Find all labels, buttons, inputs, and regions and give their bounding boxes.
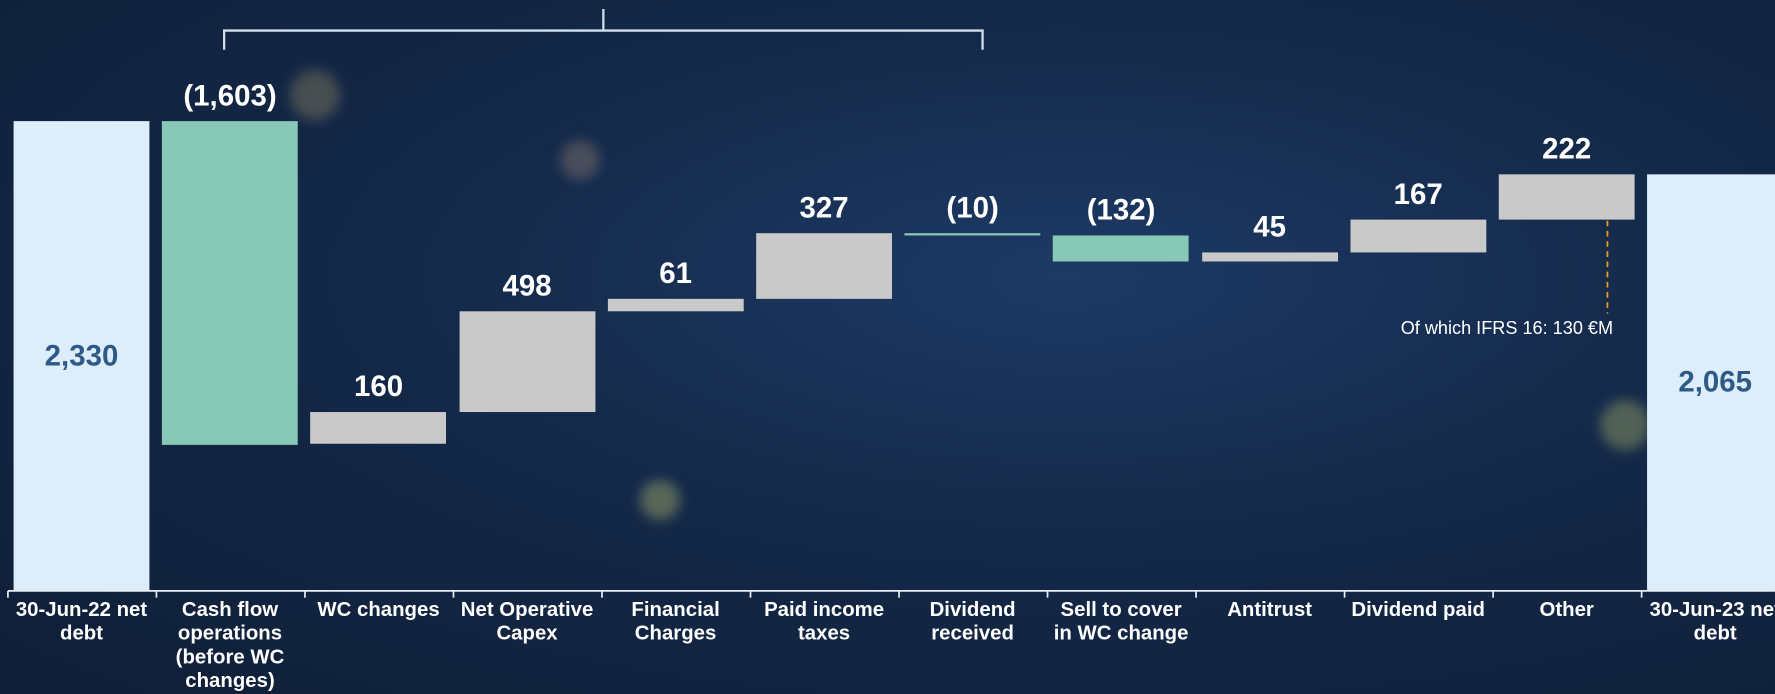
bar: [13, 121, 150, 591]
background-glow: [640, 480, 680, 520]
bar: [162, 121, 298, 445]
bar: [1647, 174, 1775, 591]
value-label: (10): [946, 190, 999, 225]
bar: [1498, 174, 1635, 220]
value-label: 45: [1253, 209, 1287, 244]
bracket: [223, 9, 984, 50]
x-tick-label: Cash flow operations (before WC changes): [175, 597, 285, 692]
value-label: (1,603): [183, 78, 277, 113]
annotation: Of which IFRS 16: 130 €M: [1400, 319, 1614, 339]
bar: [459, 311, 595, 413]
x-tick-label: Dividend paid: [1351, 597, 1485, 621]
bar: [1201, 252, 1338, 263]
value-label: 167: [1393, 176, 1443, 211]
x-tick-label: Other: [1539, 597, 1594, 621]
background-glow: [290, 70, 340, 120]
x-tick-label: Dividend received: [929, 597, 1016, 645]
value-label: 61: [659, 256, 692, 291]
bar: [756, 233, 893, 300]
x-tick-label: Paid income taxes: [764, 597, 885, 645]
value-label: 222: [1542, 131, 1592, 166]
x-tick-label: 30-Jun-23 net debt: [1649, 597, 1775, 645]
bar: [904, 233, 1041, 236]
background-glow: [560, 140, 600, 180]
value-label: 160: [353, 369, 404, 403]
x-tick-label: WC changes: [317, 597, 440, 621]
x-tick-label: Net Operative Capex: [460, 597, 594, 645]
x-tick-label: Financial Charges: [631, 597, 720, 645]
x-tick-label: Antitrust: [1227, 597, 1313, 621]
value-label: 327: [799, 190, 849, 225]
x-tick-label: 30-Jun-22 net debt: [15, 597, 148, 645]
background-glow: [1600, 400, 1650, 450]
bar: [607, 299, 744, 312]
value-label: 2,065: [1678, 364, 1753, 399]
x-tick-label: Sell to cover in WC change: [1053, 597, 1189, 645]
value-label: 2,330: [44, 337, 119, 372]
bar: [1053, 235, 1190, 263]
bar: [1350, 219, 1487, 253]
bar: [310, 412, 447, 445]
value-label: (132): [1086, 192, 1156, 227]
value-label: 498: [502, 268, 552, 303]
